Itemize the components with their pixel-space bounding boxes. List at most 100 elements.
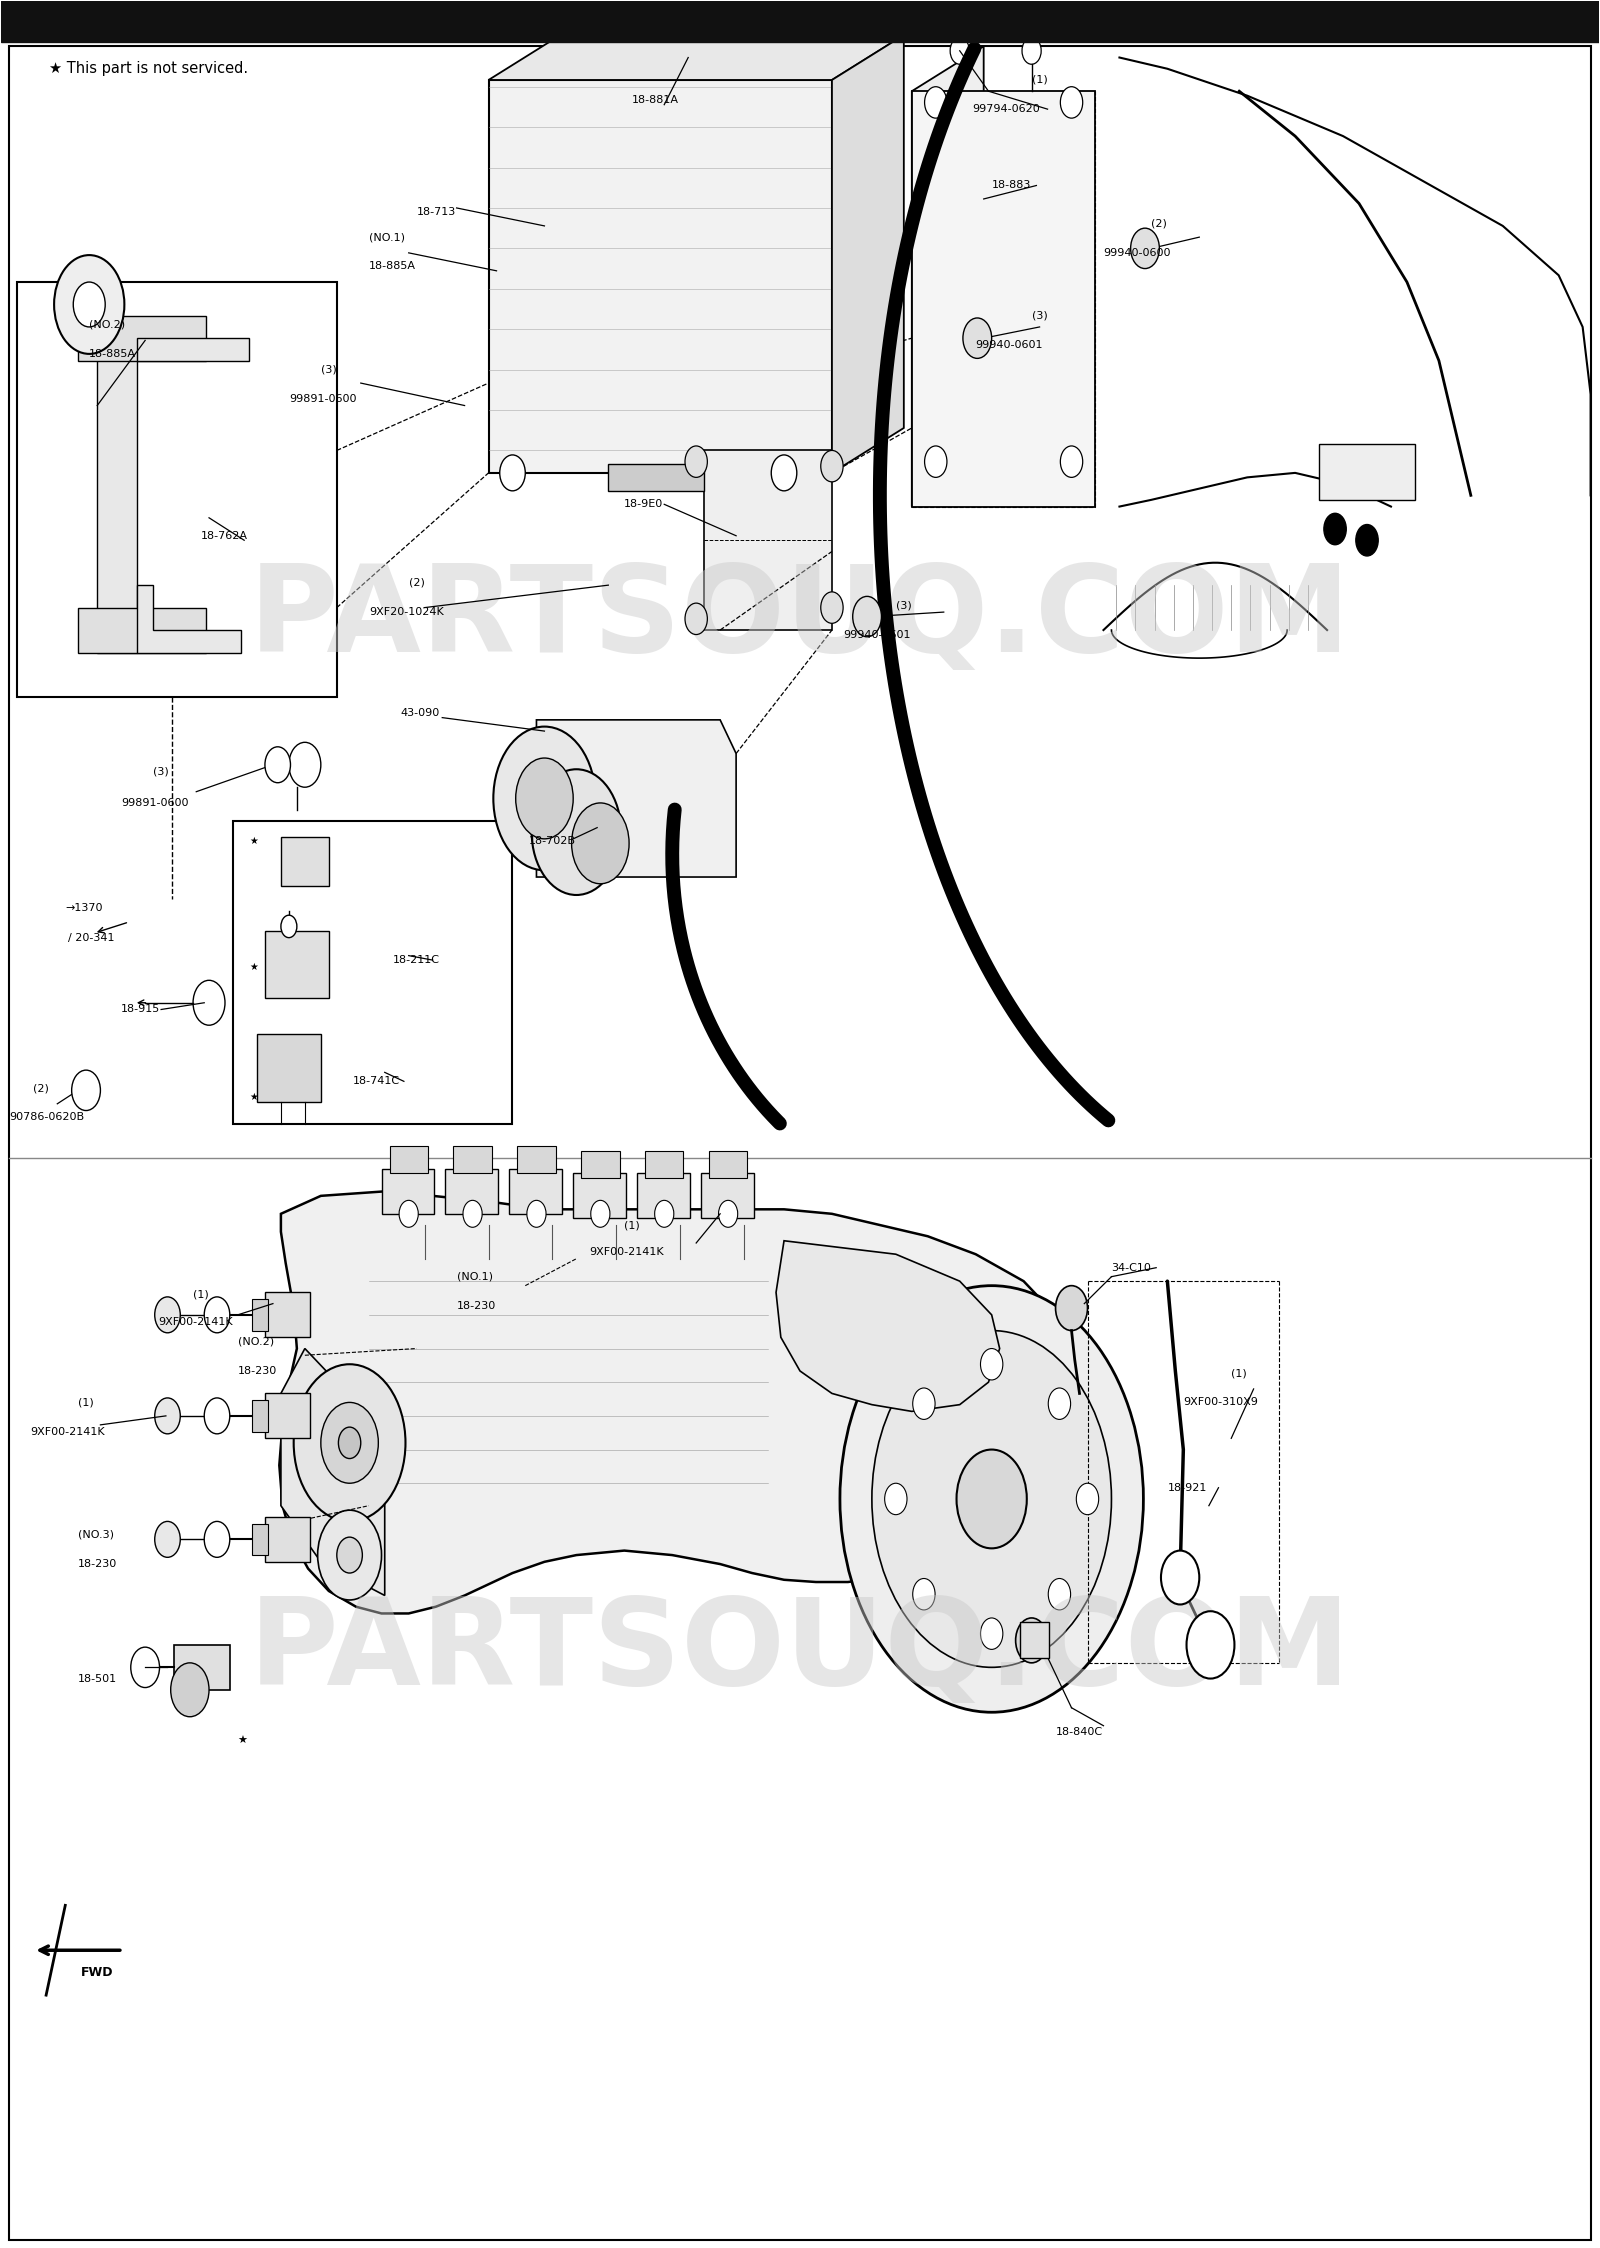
Circle shape: [590, 1200, 610, 1227]
Text: (NO.1): (NO.1): [456, 1272, 493, 1281]
Bar: [234, 821, 512, 1124]
Text: (2): (2): [1152, 218, 1168, 229]
Circle shape: [1048, 1578, 1070, 1610]
Bar: [1318, 443, 1414, 499]
Bar: [1021, 1623, 1050, 1659]
Circle shape: [294, 1365, 405, 1522]
Text: ★: ★: [250, 1093, 258, 1102]
Text: 18-741C: 18-741C: [352, 1077, 400, 1086]
Text: (1): (1): [194, 1290, 210, 1299]
Text: 18-9E0: 18-9E0: [624, 499, 664, 510]
Circle shape: [499, 454, 525, 490]
Text: 18-501: 18-501: [78, 1673, 117, 1684]
Circle shape: [1056, 1286, 1088, 1331]
Circle shape: [1061, 88, 1083, 119]
Circle shape: [398, 1200, 418, 1227]
Circle shape: [950, 38, 970, 65]
Circle shape: [205, 1398, 230, 1434]
Text: PARTSOUQ.COM: PARTSOUQ.COM: [250, 1594, 1350, 1711]
Circle shape: [925, 445, 947, 477]
Circle shape: [957, 1450, 1027, 1549]
Text: 9XF00-2141K: 9XF00-2141K: [30, 1427, 104, 1436]
Bar: [488, 81, 832, 472]
Text: (1): (1): [78, 1398, 94, 1407]
Bar: [389, 1146, 427, 1173]
Circle shape: [718, 1200, 738, 1227]
Text: 18-211C: 18-211C: [392, 955, 440, 964]
Circle shape: [515, 758, 573, 839]
Text: (1): (1): [1032, 74, 1048, 85]
Text: 18-702B: 18-702B: [528, 836, 576, 845]
Circle shape: [74, 281, 106, 326]
Circle shape: [1022, 38, 1042, 65]
Circle shape: [72, 1070, 101, 1111]
Polygon shape: [138, 584, 242, 652]
Bar: [381, 1169, 434, 1214]
Circle shape: [526, 1200, 546, 1227]
Text: ★: ★: [238, 1735, 248, 1747]
Bar: [517, 1146, 555, 1173]
Text: 18-230: 18-230: [238, 1367, 277, 1376]
Circle shape: [981, 1619, 1003, 1650]
Text: 18-885A: 18-885A: [368, 261, 416, 272]
Bar: [709, 1151, 747, 1178]
Circle shape: [885, 1484, 907, 1515]
Circle shape: [912, 1387, 934, 1418]
Bar: [645, 1151, 683, 1178]
Bar: [174, 1646, 230, 1690]
Circle shape: [54, 254, 125, 353]
Bar: [453, 1146, 491, 1173]
Bar: [266, 931, 330, 998]
Text: (NO.2): (NO.2): [90, 319, 125, 330]
Circle shape: [912, 1578, 934, 1610]
Circle shape: [1061, 445, 1083, 477]
Text: 18-840C: 18-840C: [1056, 1726, 1102, 1738]
Text: 99891-0600: 99891-0600: [122, 798, 189, 807]
Circle shape: [290, 742, 322, 787]
Circle shape: [1016, 1619, 1048, 1664]
Text: 18-921: 18-921: [1168, 1484, 1206, 1493]
Bar: [2, 2, 1598, 43]
Circle shape: [1077, 1484, 1099, 1515]
Text: (2): (2): [34, 1084, 50, 1093]
Polygon shape: [258, 1034, 322, 1102]
Bar: [98, 337, 138, 652]
Bar: [253, 1299, 269, 1331]
Bar: [253, 1401, 269, 1432]
Text: 9XF00-310X9: 9XF00-310X9: [1184, 1398, 1258, 1407]
Bar: [581, 1151, 619, 1178]
Text: 18-885A: 18-885A: [90, 348, 136, 360]
Circle shape: [493, 726, 595, 870]
Polygon shape: [280, 1191, 1075, 1614]
Bar: [78, 315, 206, 360]
Text: 99940-0600: 99940-0600: [1104, 247, 1171, 259]
Bar: [608, 463, 704, 490]
Text: FWD: FWD: [82, 1967, 114, 1978]
Polygon shape: [282, 1349, 384, 1596]
Bar: [282, 836, 330, 886]
Text: ★: ★: [250, 962, 258, 971]
Text: 18-915: 18-915: [122, 1005, 160, 1014]
Circle shape: [853, 596, 882, 636]
Text: 90786-0620B: 90786-0620B: [10, 1113, 85, 1122]
Text: (3): (3): [896, 600, 912, 611]
Circle shape: [531, 769, 621, 895]
Circle shape: [821, 450, 843, 481]
Text: PARTSOUQ.COM: PARTSOUQ.COM: [250, 560, 1350, 677]
Circle shape: [1162, 1551, 1200, 1605]
Text: (NO.3): (NO.3): [78, 1531, 114, 1540]
Circle shape: [155, 1522, 181, 1558]
Circle shape: [1187, 1612, 1235, 1679]
Bar: [445, 1169, 498, 1214]
Text: 43-090: 43-090: [400, 708, 440, 717]
Circle shape: [322, 1403, 378, 1484]
Text: (3): (3): [1032, 310, 1048, 321]
Text: 18-762A: 18-762A: [202, 531, 248, 542]
Text: 99940-0601: 99940-0601: [843, 629, 910, 638]
Text: ★ This part is not serviced.: ★ This part is not serviced.: [50, 61, 248, 76]
Text: 99794-0620: 99794-0620: [973, 103, 1040, 115]
Circle shape: [685, 602, 707, 634]
Circle shape: [872, 1331, 1112, 1668]
Bar: [701, 1173, 754, 1218]
Circle shape: [963, 317, 992, 357]
